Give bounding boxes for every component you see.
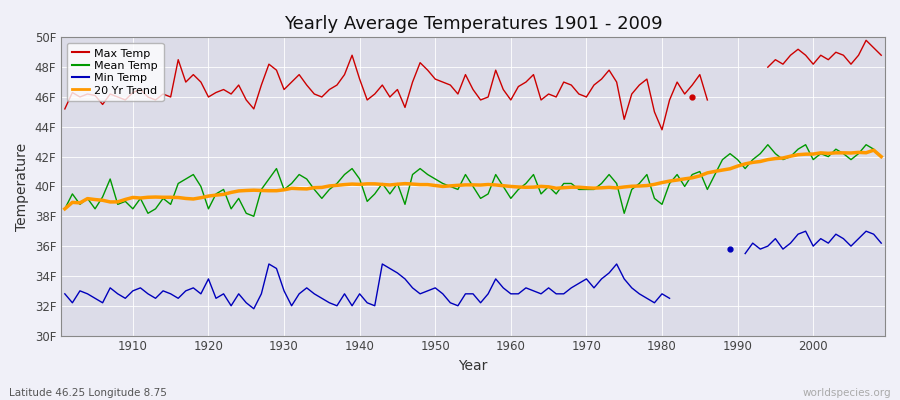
- Y-axis label: Temperature: Temperature: [15, 142, 29, 230]
- X-axis label: Year: Year: [458, 359, 488, 373]
- Text: Latitude 46.25 Longitude 8.75: Latitude 46.25 Longitude 8.75: [9, 388, 166, 398]
- Legend: Max Temp, Mean Temp, Min Temp, 20 Yr Trend: Max Temp, Mean Temp, Min Temp, 20 Yr Tre…: [67, 43, 164, 101]
- Text: worldspecies.org: worldspecies.org: [803, 388, 891, 398]
- Title: Yearly Average Temperatures 1901 - 2009: Yearly Average Temperatures 1901 - 2009: [284, 15, 662, 33]
